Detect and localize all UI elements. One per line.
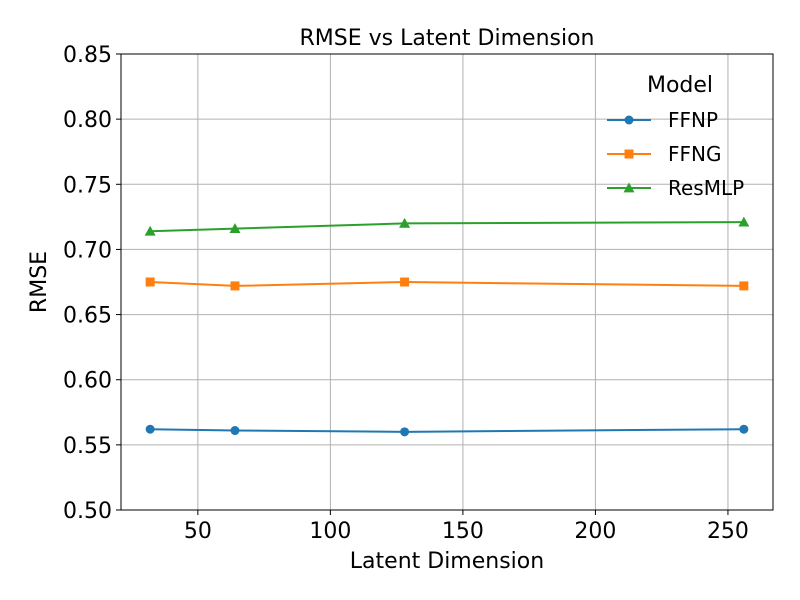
y-tick-label: 0.70	[63, 238, 112, 263]
plot-frame	[120, 53, 774, 511]
series-ffnp	[145, 424, 749, 437]
data-point-ffnp	[739, 424, 749, 434]
data-point-ffnp	[230, 426, 240, 436]
legend-item-resmlp: ResMLP	[607, 176, 744, 200]
data-point-resmlp	[738, 216, 750, 227]
data-point-ffnp	[145, 424, 155, 434]
legend-label-ffnp: FFNP	[668, 108, 718, 132]
x-tick-label: 100	[309, 519, 351, 544]
chart-title: RMSE vs Latent Dimension	[299, 26, 594, 51]
y-tick-label: 0.50	[63, 499, 112, 524]
x-tick-label: 250	[707, 519, 749, 544]
legend-item-ffng: FFNG	[607, 142, 721, 166]
legend-marker-ffng	[624, 149, 634, 159]
legend-marker-ffnp	[624, 115, 634, 125]
x-tick-label: 50	[184, 519, 212, 544]
x-tick-label: 200	[574, 519, 616, 544]
y-tick-label: 0.80	[63, 108, 112, 133]
data-point-resmlp	[399, 217, 411, 228]
series-line-resmlp	[150, 221, 744, 233]
legend: Model FFNP FFNG ResMLP	[607, 73, 744, 200]
data-point-ffng	[739, 281, 749, 291]
y-tick-label: 0.60	[63, 369, 112, 394]
y-tick-label: 0.55	[63, 434, 112, 459]
data-point-ffnp	[400, 427, 410, 437]
legend-label-resmlp: ResMLP	[668, 176, 744, 200]
series-layer	[144, 216, 750, 437]
legend-marker-resmlp	[623, 182, 635, 193]
x-axis-label: Latent Dimension	[350, 549, 544, 574]
y-tick-label: 0.85	[63, 43, 112, 68]
legend-title: Model	[647, 73, 713, 98]
data-point-ffng	[230, 281, 240, 291]
tick-layer: 50 100 150 200 250 0.50 0.55 0.60 0.65 0.70 0.75 0.…	[63, 43, 749, 544]
data-point-resmlp	[229, 223, 241, 233]
legend-label-ffng: FFNG	[668, 142, 721, 166]
series-ffng	[145, 277, 749, 291]
legend-item-ffnp: FFNP	[607, 108, 718, 132]
series-resmlp	[144, 216, 750, 236]
data-point-resmlp	[144, 225, 156, 236]
y-tick-label: 0.65	[63, 304, 112, 329]
data-point-ffng	[145, 277, 155, 287]
y-tick-label: 0.75	[63, 173, 112, 198]
series-line-ffng	[150, 280, 744, 287]
data-point-ffng	[400, 277, 410, 287]
y-axis-label: RMSE	[27, 251, 52, 313]
x-tick-label: 150	[442, 519, 484, 544]
series-line-ffnp	[150, 428, 744, 433]
